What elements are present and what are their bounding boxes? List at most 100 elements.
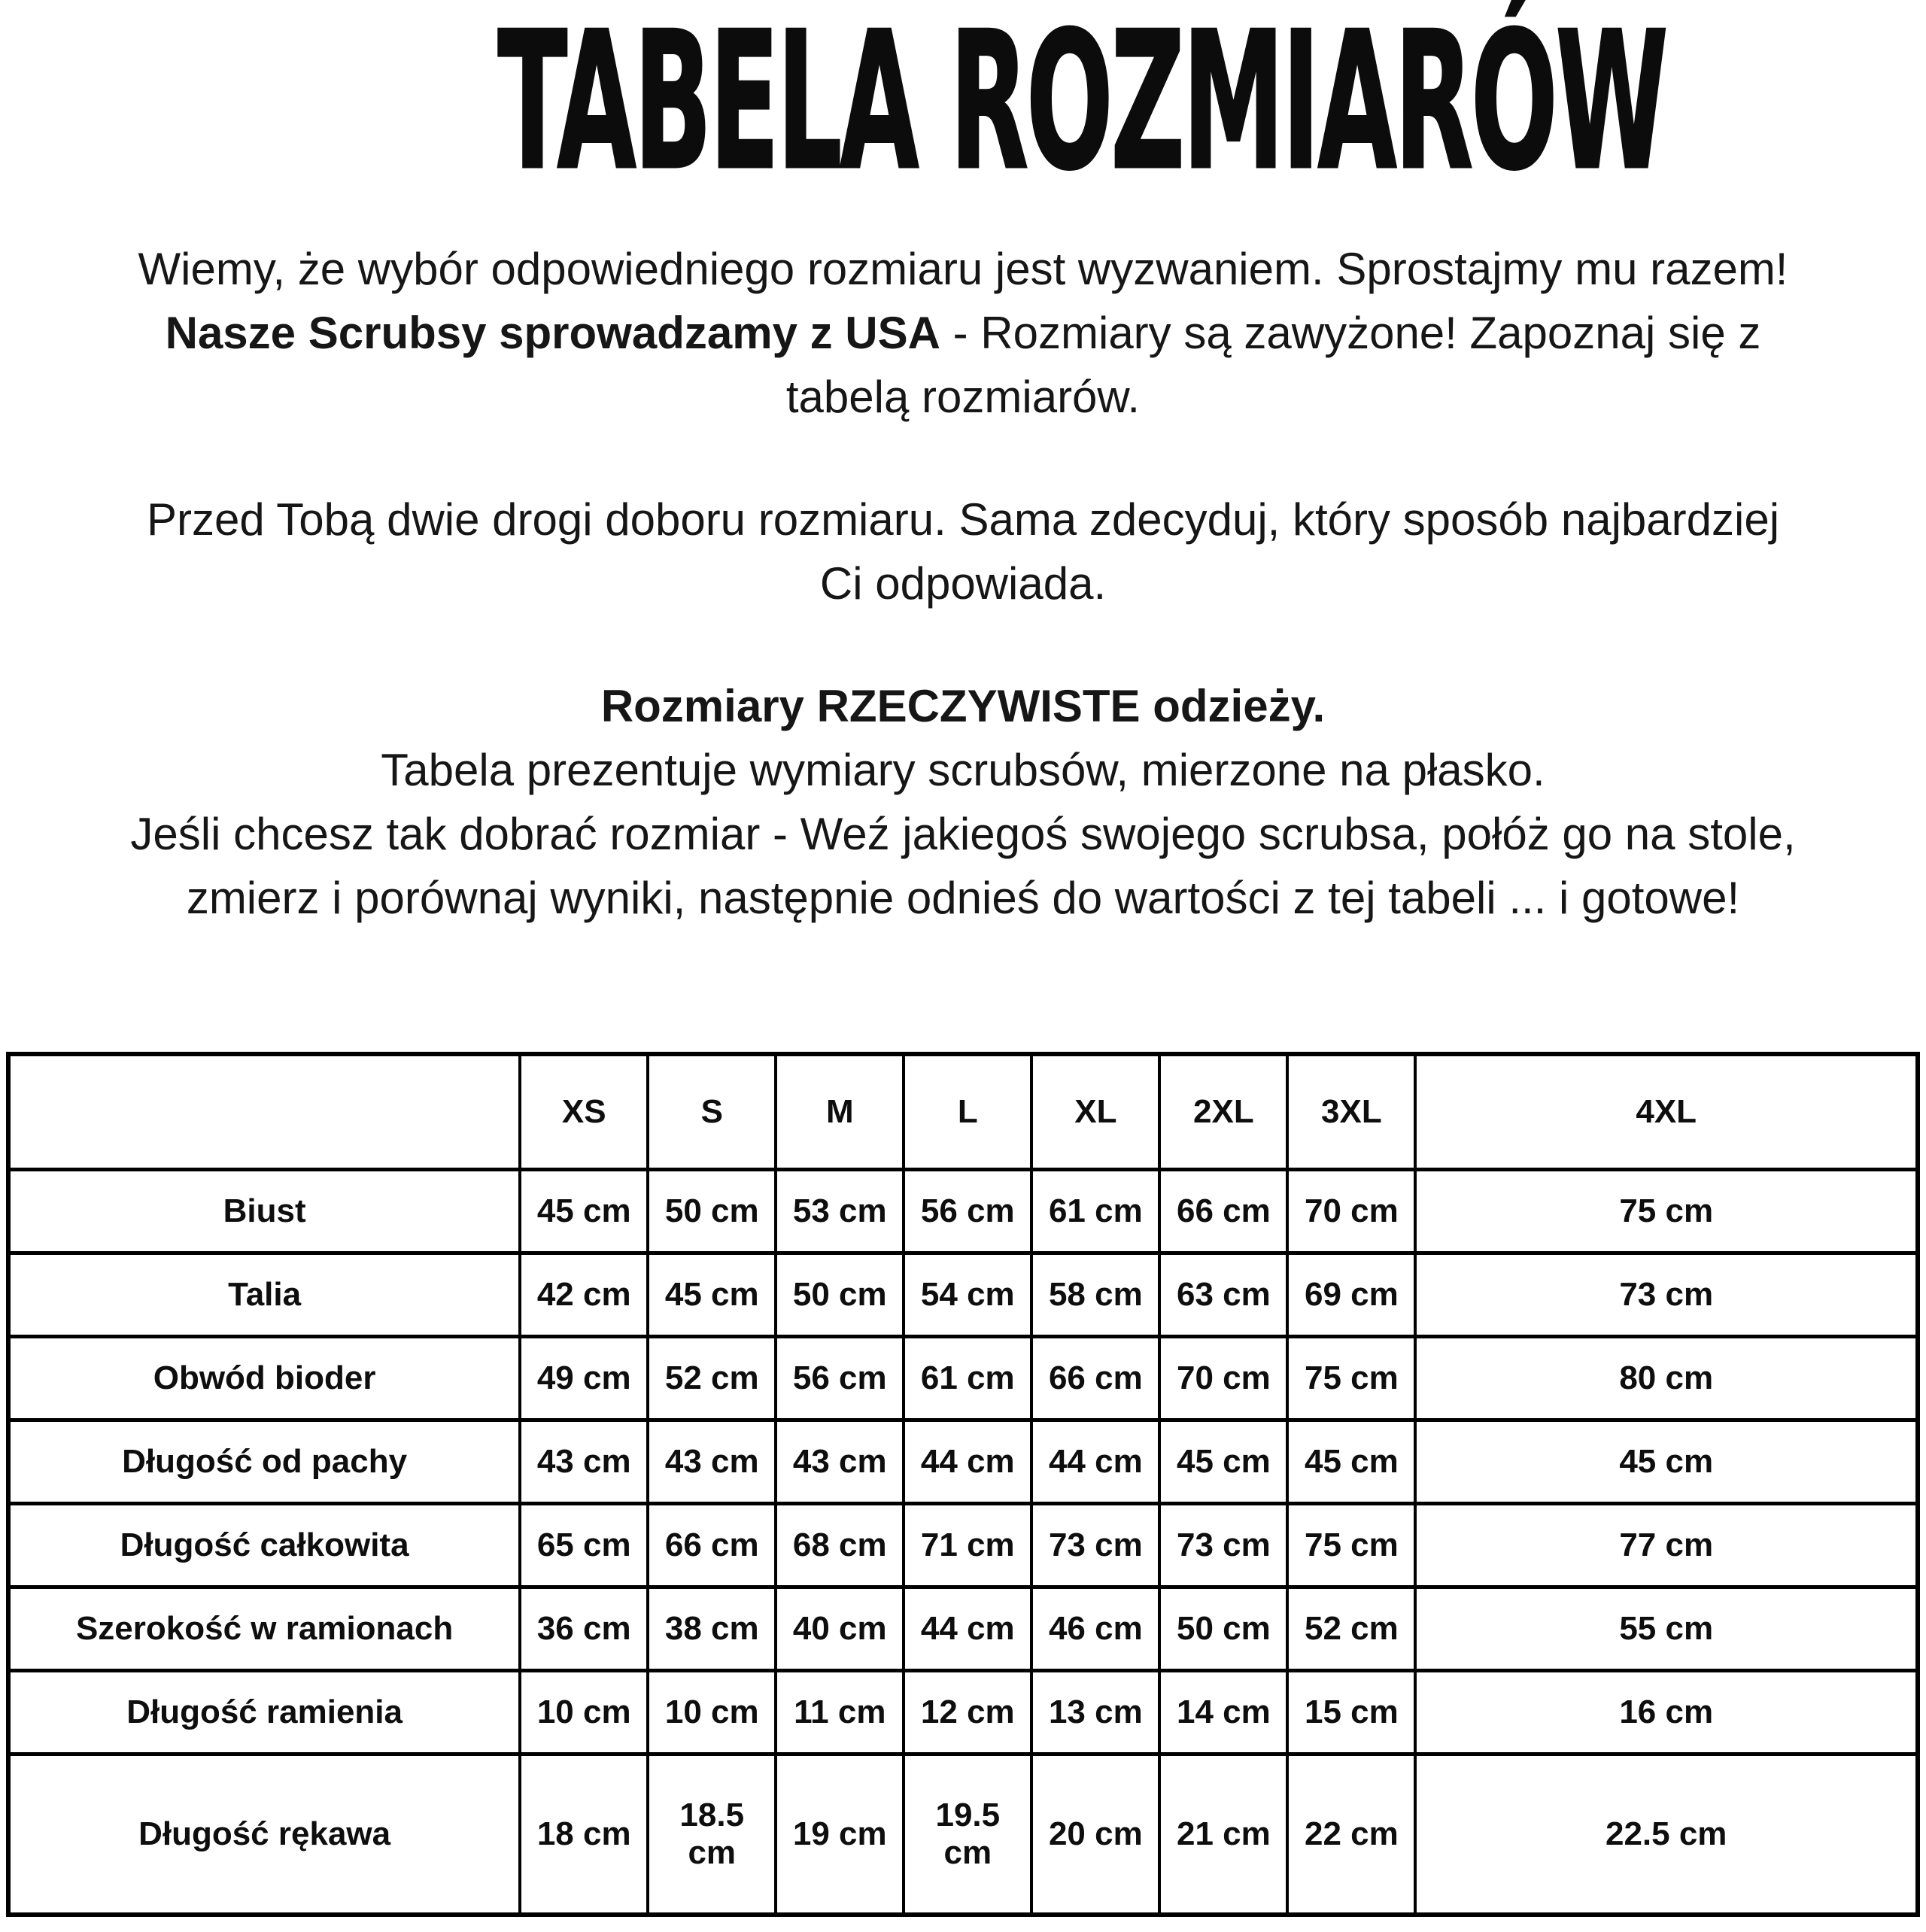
size-value-cell: 45 cm xyxy=(1286,1418,1417,1505)
size-value-cell: 42 cm xyxy=(518,1251,650,1338)
size-value-cell: 45 cm xyxy=(1158,1418,1290,1505)
size-value-cell: 44 cm xyxy=(902,1585,1034,1672)
actual-sizes-line-2: Jeśli chcesz tak dobrać rozmiar - Weź ja… xyxy=(130,809,1796,859)
actual-sizes-line-3: zmierz i porównaj wyniki, następnie odni… xyxy=(186,873,1740,923)
row-label: Długość od pachy xyxy=(6,1418,522,1505)
size-value-cell: 53 cm xyxy=(774,1168,906,1255)
intro-paragraph: Wiemy, że wybór odpowiedniego rozmiaru j… xyxy=(0,237,1926,429)
size-value-cell: 19.5 cm xyxy=(902,1752,1034,1917)
size-value-cell: 20 cm xyxy=(1030,1752,1162,1917)
size-column-header: 4XL xyxy=(1414,1052,1919,1171)
table-row: Długość od pachy 43 cm 43 cm 43 cm 44 cm 44 c… xyxy=(6,1418,1919,1505)
size-value-cell: 52 cm xyxy=(646,1335,778,1422)
size-table-header-row: XS S M L XL 2XL 3XL 4XL xyxy=(6,1052,1919,1171)
size-column-header: 3XL xyxy=(1286,1052,1417,1171)
size-value-cell: 75 cm xyxy=(1286,1502,1417,1589)
corner-cell xyxy=(6,1052,522,1171)
page-title: TABELA ROZMIARÓW xyxy=(0,5,1926,199)
size-value-cell: 61 cm xyxy=(1030,1168,1162,1255)
size-value-cell: 61 cm xyxy=(902,1335,1034,1422)
size-value-cell: 22 cm xyxy=(1286,1752,1417,1917)
size-column-header: XS xyxy=(518,1052,650,1171)
size-value-cell: 73 cm xyxy=(1158,1502,1290,1589)
intro-line-1: Wiemy, że wybór odpowiedniego rozmiaru j… xyxy=(138,244,1788,294)
row-label: Biust xyxy=(6,1168,522,1255)
size-value-cell: 10 cm xyxy=(646,1669,778,1756)
size-value-cell: 18 cm xyxy=(518,1752,650,1917)
size-table-body: Biust 45 cm 50 cm 53 cm 56 cm 61 cm 66 cm 70 cm… xyxy=(6,1168,1919,1917)
row-label: Długość rękawa xyxy=(6,1752,522,1917)
size-value-cell: 70 cm xyxy=(1158,1335,1290,1422)
size-value-cell: 22.5 cm xyxy=(1414,1752,1919,1917)
size-value-cell: 71 cm xyxy=(902,1502,1034,1589)
size-value-cell: 56 cm xyxy=(902,1168,1034,1255)
size-value-cell: 66 cm xyxy=(646,1502,778,1589)
size-value-cell: 45 cm xyxy=(646,1251,778,1338)
size-column-header: L xyxy=(902,1052,1034,1171)
actual-sizes-line-1: Tabela prezentuje wymiary scrubsów, mier… xyxy=(381,745,1545,795)
size-value-cell: 80 cm xyxy=(1414,1335,1919,1422)
size-value-cell: 11 cm xyxy=(774,1669,906,1756)
size-value-cell: 18.5 cm xyxy=(646,1752,778,1917)
size-value-cell: 45 cm xyxy=(1414,1418,1919,1505)
size-value-cell: 54 cm xyxy=(902,1251,1034,1338)
size-value-cell: 73 cm xyxy=(1030,1502,1162,1589)
size-value-cell: 55 cm xyxy=(1414,1585,1919,1672)
size-value-cell: 63 cm xyxy=(1158,1251,1290,1338)
size-column-header: M xyxy=(774,1052,906,1171)
size-value-cell: 75 cm xyxy=(1414,1168,1919,1255)
size-value-cell: 14 cm xyxy=(1158,1669,1290,1756)
size-table-header: XS S M L XL 2XL 3XL 4XL xyxy=(6,1052,1919,1171)
size-value-cell: 65 cm xyxy=(518,1502,650,1589)
size-value-cell: 45 cm xyxy=(518,1168,650,1255)
size-value-cell: 36 cm xyxy=(518,1585,650,1672)
size-column-header: XL xyxy=(1030,1052,1162,1171)
size-value-cell: 75 cm xyxy=(1286,1335,1417,1422)
size-value-cell: 50 cm xyxy=(646,1168,778,1255)
row-label: Talia xyxy=(6,1251,522,1338)
size-value-cell: 52 cm xyxy=(1286,1585,1417,1672)
row-label: Długość całkowita xyxy=(6,1502,522,1589)
size-value-cell: 58 cm xyxy=(1030,1251,1162,1338)
size-value-cell: 70 cm xyxy=(1286,1168,1417,1255)
actual-sizes-section: Rozmiary RZECZYWISTE odzieży. Tabela pre… xyxy=(0,674,1926,930)
size-value-cell: 43 cm xyxy=(646,1418,778,1505)
row-label: Długość ramienia xyxy=(6,1669,522,1756)
row-label: Obwód bioder xyxy=(6,1335,522,1422)
table-row: Obwód bioder 49 cm 52 cm 56 cm 61 cm 66 cm 70 … xyxy=(6,1335,1919,1422)
intro-line-2-bold: Nasze Scrubsy sprowadzamy z USA xyxy=(165,308,940,358)
size-value-cell: 68 cm xyxy=(774,1502,906,1589)
choice-line-2: Ci odpowiada. xyxy=(819,558,1107,609)
table-row: Długość ramienia 10 cm 10 cm 11 cm 12 cm 13 c… xyxy=(6,1669,1919,1756)
table-row: Długość rękawa 18 cm 18.5 cm 19 cm 19.5 cm 20… xyxy=(6,1752,1919,1917)
size-value-cell: 50 cm xyxy=(774,1251,906,1338)
table-row: Szerokość w ramionach 36 cm 38 cm 40 cm 44 c… xyxy=(6,1585,1919,1672)
size-value-cell: 12 cm xyxy=(902,1669,1034,1756)
size-value-cell: 44 cm xyxy=(902,1418,1034,1505)
size-value-cell: 50 cm xyxy=(1158,1585,1290,1672)
table-row: Długość całkowita 65 cm 66 cm 68 cm 71 cm 73 … xyxy=(6,1502,1919,1589)
size-value-cell: 21 cm xyxy=(1158,1752,1290,1917)
size-value-cell: 10 cm xyxy=(518,1669,650,1756)
size-value-cell: 43 cm xyxy=(774,1418,906,1505)
size-value-cell: 16 cm xyxy=(1414,1669,1919,1756)
size-table: XS S M L XL 2XL 3XL 4XL Biust 45 cm 50 cm 53 cm 56 … xyxy=(6,1052,1920,1917)
size-value-cell: 40 cm xyxy=(774,1585,906,1672)
size-column-header: S xyxy=(646,1052,778,1171)
choice-line-1: Przed Tobą dwie drogi doboru rozmiaru. S… xyxy=(146,494,1780,545)
size-value-cell: 43 cm xyxy=(518,1418,650,1505)
size-value-cell: 46 cm xyxy=(1030,1585,1162,1672)
choice-paragraph: Przed Tobą dwie drogi doboru rozmiaru. S… xyxy=(0,488,1926,615)
size-value-cell: 38 cm xyxy=(646,1585,778,1672)
row-label: Szerokość w ramionach xyxy=(6,1585,522,1672)
size-guide-page: TABELA ROZMIARÓW Wiemy, że wybór odpowie… xyxy=(0,5,1926,1932)
intro-line-2-rest: - Rozmiary są zawyżone! Zapoznaj się z xyxy=(940,308,1761,358)
size-value-cell: 44 cm xyxy=(1030,1418,1162,1505)
table-row: Biust 45 cm 50 cm 53 cm 56 cm 61 cm 66 cm 70 cm… xyxy=(6,1168,1919,1255)
size-value-cell: 77 cm xyxy=(1414,1502,1919,1589)
size-value-cell: 13 cm xyxy=(1030,1669,1162,1756)
size-value-cell: 19 cm xyxy=(774,1752,906,1917)
table-row: Talia 42 cm 45 cm 50 cm 54 cm 58 cm 63 cm 69 cm… xyxy=(6,1251,1919,1338)
size-value-cell: 69 cm xyxy=(1286,1251,1417,1338)
size-value-cell: 73 cm xyxy=(1414,1251,1919,1338)
